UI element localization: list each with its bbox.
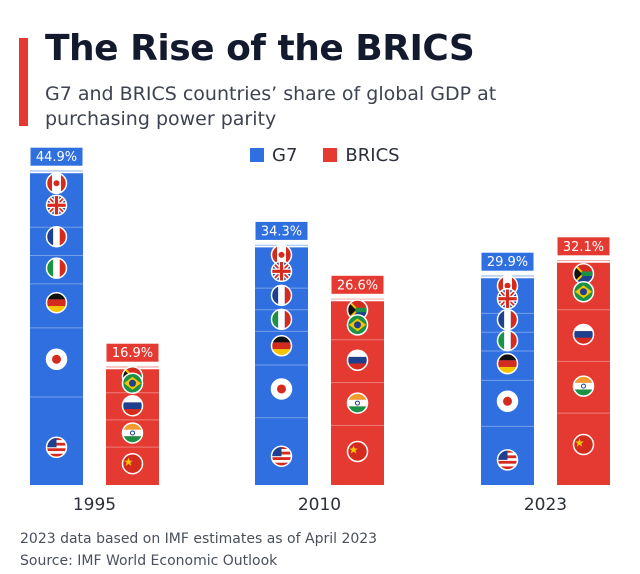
flag-icon-japan-2023 [496,390,519,413]
flag-icon-united-kingdom-2010 [270,260,293,283]
flag-icon-germany-1995 [45,291,68,314]
flag-icon-united-states-1995 [45,436,68,459]
flag-icon-china-1995 [121,452,144,475]
legend-swatch-g7 [250,148,264,162]
x-tick-label-2010: 2010 [298,495,341,515]
data-label-bg-g7-2023 [481,252,534,271]
flag-icon-india-2023 [572,375,595,397]
data-label-g7-2010: 34.3% [261,224,302,239]
flag-icon-russia-2023 [572,323,595,346]
x-tick-label-2023: 2023 [524,495,567,515]
data-label-bg-g7-1995 [30,147,83,166]
flag-icon-china-2023 [572,433,595,456]
legend-item-brics: BRICS [323,144,400,166]
flag-icon-germany-2010 [270,334,293,357]
flag-icon-japan-1995 [45,348,68,371]
data-label-g7-2023: 29.9% [487,255,528,270]
flag-icon-france-1995 [45,225,68,248]
flag-icon-south-africa-2023 [572,263,595,285]
chart-subtitle: G7 and BRICS countries’ share of global … [45,83,497,130]
flag-icon-brazil-2023 [572,281,595,303]
flag-icon-india-2010 [346,392,369,414]
legend-swatch-brics [323,148,338,162]
flag-icon-china-2010 [346,440,369,463]
flag-icon-italy-1995 [45,257,68,279]
data-label-g7-1995: 44.9% [36,150,77,165]
data-label-bg-brics-2023 [557,237,610,256]
flag-icon-united-kingdom-1995 [45,194,68,217]
flag-icon-france-2023 [496,308,519,331]
flag-icon-italy-2023 [496,329,519,352]
title-accent-bar [19,38,28,126]
footnote-source: Source: IMF World Economic Outlook [20,553,278,569]
x-tick-label-1995: 1995 [73,495,116,515]
data-label-bg-g7-2010 [255,221,308,240]
flag-icon-germany-2023 [496,352,519,375]
flag-icon-russia-1995 [121,394,144,417]
flag-icon-united-kingdom-2023 [496,287,519,310]
flag-icon-russia-2010 [346,349,369,371]
legend: G7 BRICS [250,144,426,166]
data-label-brics-1995: 16.9% [112,346,153,361]
chart-title: The Rise of the BRICS [45,28,475,69]
flag-icon-brazil-1995 [121,372,144,395]
data-label-brics-2010: 26.6% [337,278,378,293]
flag-icon-brazil-2010 [346,314,369,336]
flag-icon-united-states-2010 [270,445,293,467]
legend-item-g7: G7 [250,145,297,166]
flag-icon-france-2010 [270,284,293,307]
data-label-brics-2023: 32.1% [563,240,604,255]
legend-label-brics: BRICS [345,144,400,166]
flag-icon-italy-2010 [270,308,293,331]
footnote-note: 2023 data based on IMF estimates as of A… [20,531,378,547]
data-label-bg-brics-2010 [331,275,384,294]
data-label-bg-brics-1995 [106,343,159,362]
footnote: 2023 data based on IMF estimates as of A… [20,528,377,572]
flag-icon-united-states-2023 [496,449,519,471]
bar-chart: 44.9% 16.9% 1995 34.3% 26.6% 2010 29.9% 32.1% 20… [30,147,610,515]
legend-label-g7: G7 [272,144,298,166]
flag-icon-japan-2010 [270,378,293,400]
flag-icon-canada-1995 [45,172,68,195]
flag-icon-india-1995 [121,422,144,444]
bar-g7-1995 [30,170,83,485]
